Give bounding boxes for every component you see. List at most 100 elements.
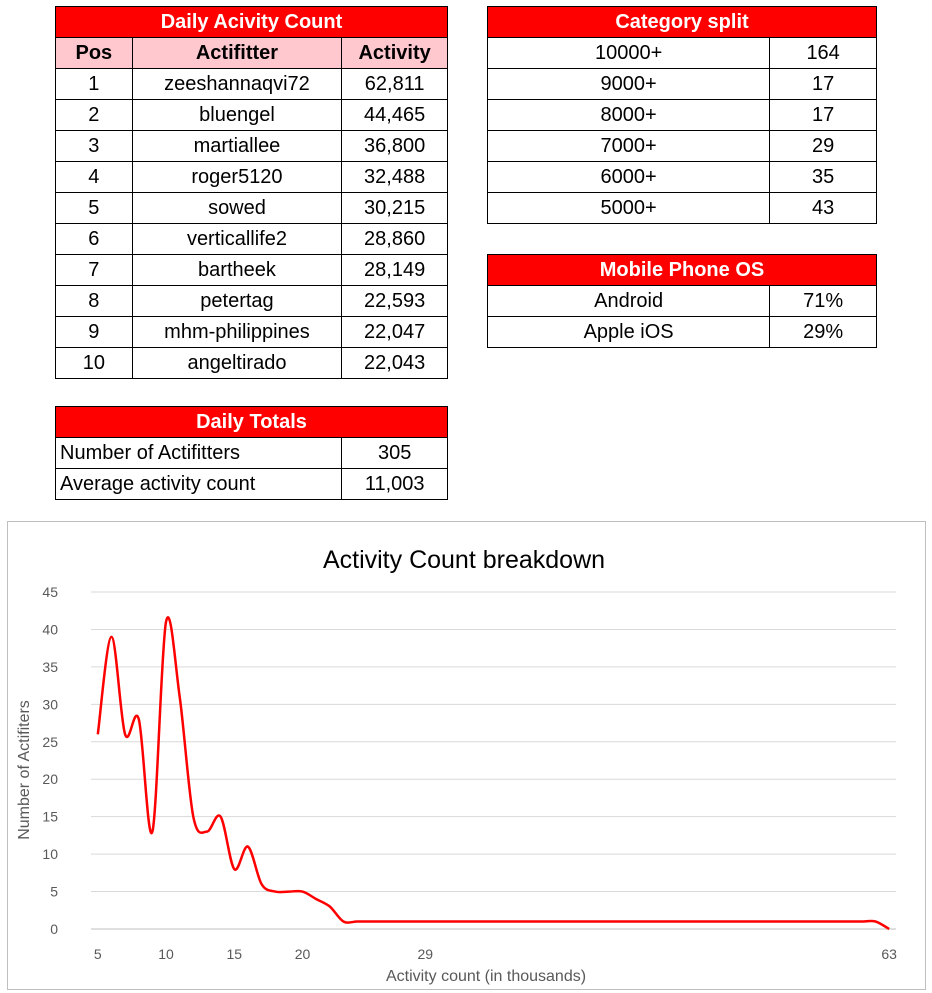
activity-cell: 28,149 xyxy=(341,254,448,286)
category-label-cell: 6000+ xyxy=(486,161,771,193)
table-row: 4 roger5120 32,488 xyxy=(55,161,448,193)
category-label-cell: 5000+ xyxy=(486,192,771,224)
total-value-cell: 11,003 xyxy=(341,468,448,500)
os-share-cell: 29% xyxy=(769,316,877,348)
category-count-cell: 164 xyxy=(769,37,877,69)
table-row: 9 mhm-philippines 22,047 xyxy=(55,316,448,348)
category-label-cell: 9000+ xyxy=(486,68,771,100)
activity-chart: Activity Count breakdown 0 5 10 15 20 25 30 35 4… xyxy=(7,521,926,990)
pos-cell: 10 xyxy=(55,347,133,379)
category-count-cell: 35 xyxy=(769,161,877,193)
chart-title: Activity Count breakdown xyxy=(323,546,605,574)
pos-cell: 8 xyxy=(55,285,133,317)
actifitter-cell: zeeshannaqvi72 xyxy=(131,68,343,100)
y-tick-label: 20 xyxy=(42,771,58,787)
category-count-cell: 17 xyxy=(769,99,877,131)
pos-cell: 1 xyxy=(55,68,133,100)
pos-cell: 6 xyxy=(55,223,133,255)
pos-cell: 9 xyxy=(55,316,133,348)
actifitter-cell: bartheek xyxy=(131,254,343,286)
x-axis-label: Activity count (in thousands) xyxy=(386,968,586,985)
table-row: 10 angeltirado 22,043 xyxy=(55,347,448,379)
actifitter-cell: sowed xyxy=(131,192,343,224)
header-pos: Pos xyxy=(55,37,133,69)
activity-cell: 44,465 xyxy=(341,99,448,131)
category-label-cell: 7000+ xyxy=(486,130,771,162)
x-tick-label: 15 xyxy=(226,946,242,962)
category-split-title: Category split xyxy=(487,6,877,38)
table-row: 7 bartheek 28,149 xyxy=(55,254,448,286)
table-row: Average activity count 11,003 xyxy=(54,468,448,500)
actifitter-cell: angeltirado xyxy=(131,347,343,379)
header-actifitter: Actifitter xyxy=(131,37,343,69)
table-row: 5000+ 43 xyxy=(486,192,877,224)
table-row: 7000+ 29 xyxy=(486,130,877,162)
activity-cell: 36,800 xyxy=(341,130,448,162)
os-share-cell: 71% xyxy=(769,285,877,317)
activity-cell: 28,860 xyxy=(341,223,448,255)
pos-cell: 3 xyxy=(55,130,133,162)
category-label-cell: 8000+ xyxy=(486,99,771,131)
daily-totals-title: Daily Totals xyxy=(55,406,448,438)
os-name-cell: Android xyxy=(486,285,771,317)
pos-cell: 2 xyxy=(55,99,133,131)
chart-series xyxy=(96,616,890,931)
y-tick-label: 40 xyxy=(42,621,58,637)
table-row: 8 petertag 22,593 xyxy=(55,285,448,317)
table-row: 8000+ 17 xyxy=(486,99,877,131)
y-tick-label: 30 xyxy=(42,696,58,712)
y-tick-label: 45 xyxy=(42,584,58,600)
y-tick-label: 5 xyxy=(50,884,58,900)
category-count-cell: 17 xyxy=(769,68,877,100)
category-count-cell: 43 xyxy=(769,192,877,224)
table-row: 1 zeeshannaqvi72 62,811 xyxy=(55,68,448,100)
x-tick-label: 63 xyxy=(881,946,897,962)
table-row: 9000+ 17 xyxy=(486,68,877,100)
activity-chart-svg: Activity Count breakdown 0 5 10 15 20 25 30 35 4… xyxy=(16,546,897,985)
category-label-cell: 10000+ xyxy=(486,37,771,69)
table-row: 3 martiallee 36,800 xyxy=(55,130,448,162)
table-row: 2 bluengel 44,465 xyxy=(55,99,448,131)
table-row: 6000+ 35 xyxy=(486,161,877,193)
table-row: Number of Actifitters 305 xyxy=(54,437,448,469)
daily-activity-table: Daily Acivity Count Pos Actifitter Activ… xyxy=(55,6,448,379)
x-tick-label: 10 xyxy=(158,946,174,962)
table-row: Apple iOS 29% xyxy=(486,316,877,348)
daily-totals-table: Daily Totals Number of Actifitters 305 Ave… xyxy=(54,406,448,500)
activity-cell: 22,047 xyxy=(341,316,448,348)
os-name-cell: Apple iOS xyxy=(486,316,771,348)
y-tick-label: 0 xyxy=(50,921,58,937)
y-tick-label: 35 xyxy=(42,659,58,675)
chart-gridlines: 0 5 10 15 20 25 30 35 40 45 xyxy=(42,584,896,937)
total-label-cell: Average activity count xyxy=(54,468,343,500)
activity-cell: 22,593 xyxy=(341,285,448,317)
table-row: Android 71% xyxy=(486,285,877,317)
x-tick-label: 20 xyxy=(295,946,311,962)
activity-cell: 62,811 xyxy=(341,68,448,100)
activity-cell: 32,488 xyxy=(341,161,448,193)
category-count-cell: 29 xyxy=(769,130,877,162)
x-axis-ticks: 5 10 15 20 29 63 xyxy=(94,946,897,962)
total-label-cell: Number of Actifitters xyxy=(54,437,343,469)
activity-cell: 22,043 xyxy=(341,347,448,379)
y-axis-label: Number of Actifiters xyxy=(16,700,33,840)
header-activity: Activity xyxy=(341,37,448,69)
actifitter-cell: bluengel xyxy=(131,99,343,131)
table-row: 6 verticallife2 28,860 xyxy=(55,223,448,255)
total-value-cell: 305 xyxy=(341,437,448,469)
pos-cell: 7 xyxy=(55,254,133,286)
x-tick-label: 5 xyxy=(94,946,102,962)
mobile-os-table: Mobile Phone OS Android 71% Apple iOS 29% xyxy=(486,254,877,348)
y-tick-label: 10 xyxy=(42,846,58,862)
actifitter-cell: verticallife2 xyxy=(131,223,343,255)
mobile-os-title: Mobile Phone OS xyxy=(487,254,877,286)
actifitter-cell: martiallee xyxy=(131,130,343,162)
actifitter-cell: roger5120 xyxy=(131,161,343,193)
series-line xyxy=(96,616,890,931)
actifitter-cell: mhm-philippines xyxy=(131,316,343,348)
x-tick-label: 29 xyxy=(417,946,433,962)
pos-cell: 4 xyxy=(55,161,133,193)
y-tick-label: 15 xyxy=(42,809,58,825)
y-tick-label: 25 xyxy=(42,734,58,750)
category-split-table: Category split 10000+ 164 9000+ 17 8000+ 17 70… xyxy=(486,6,877,224)
